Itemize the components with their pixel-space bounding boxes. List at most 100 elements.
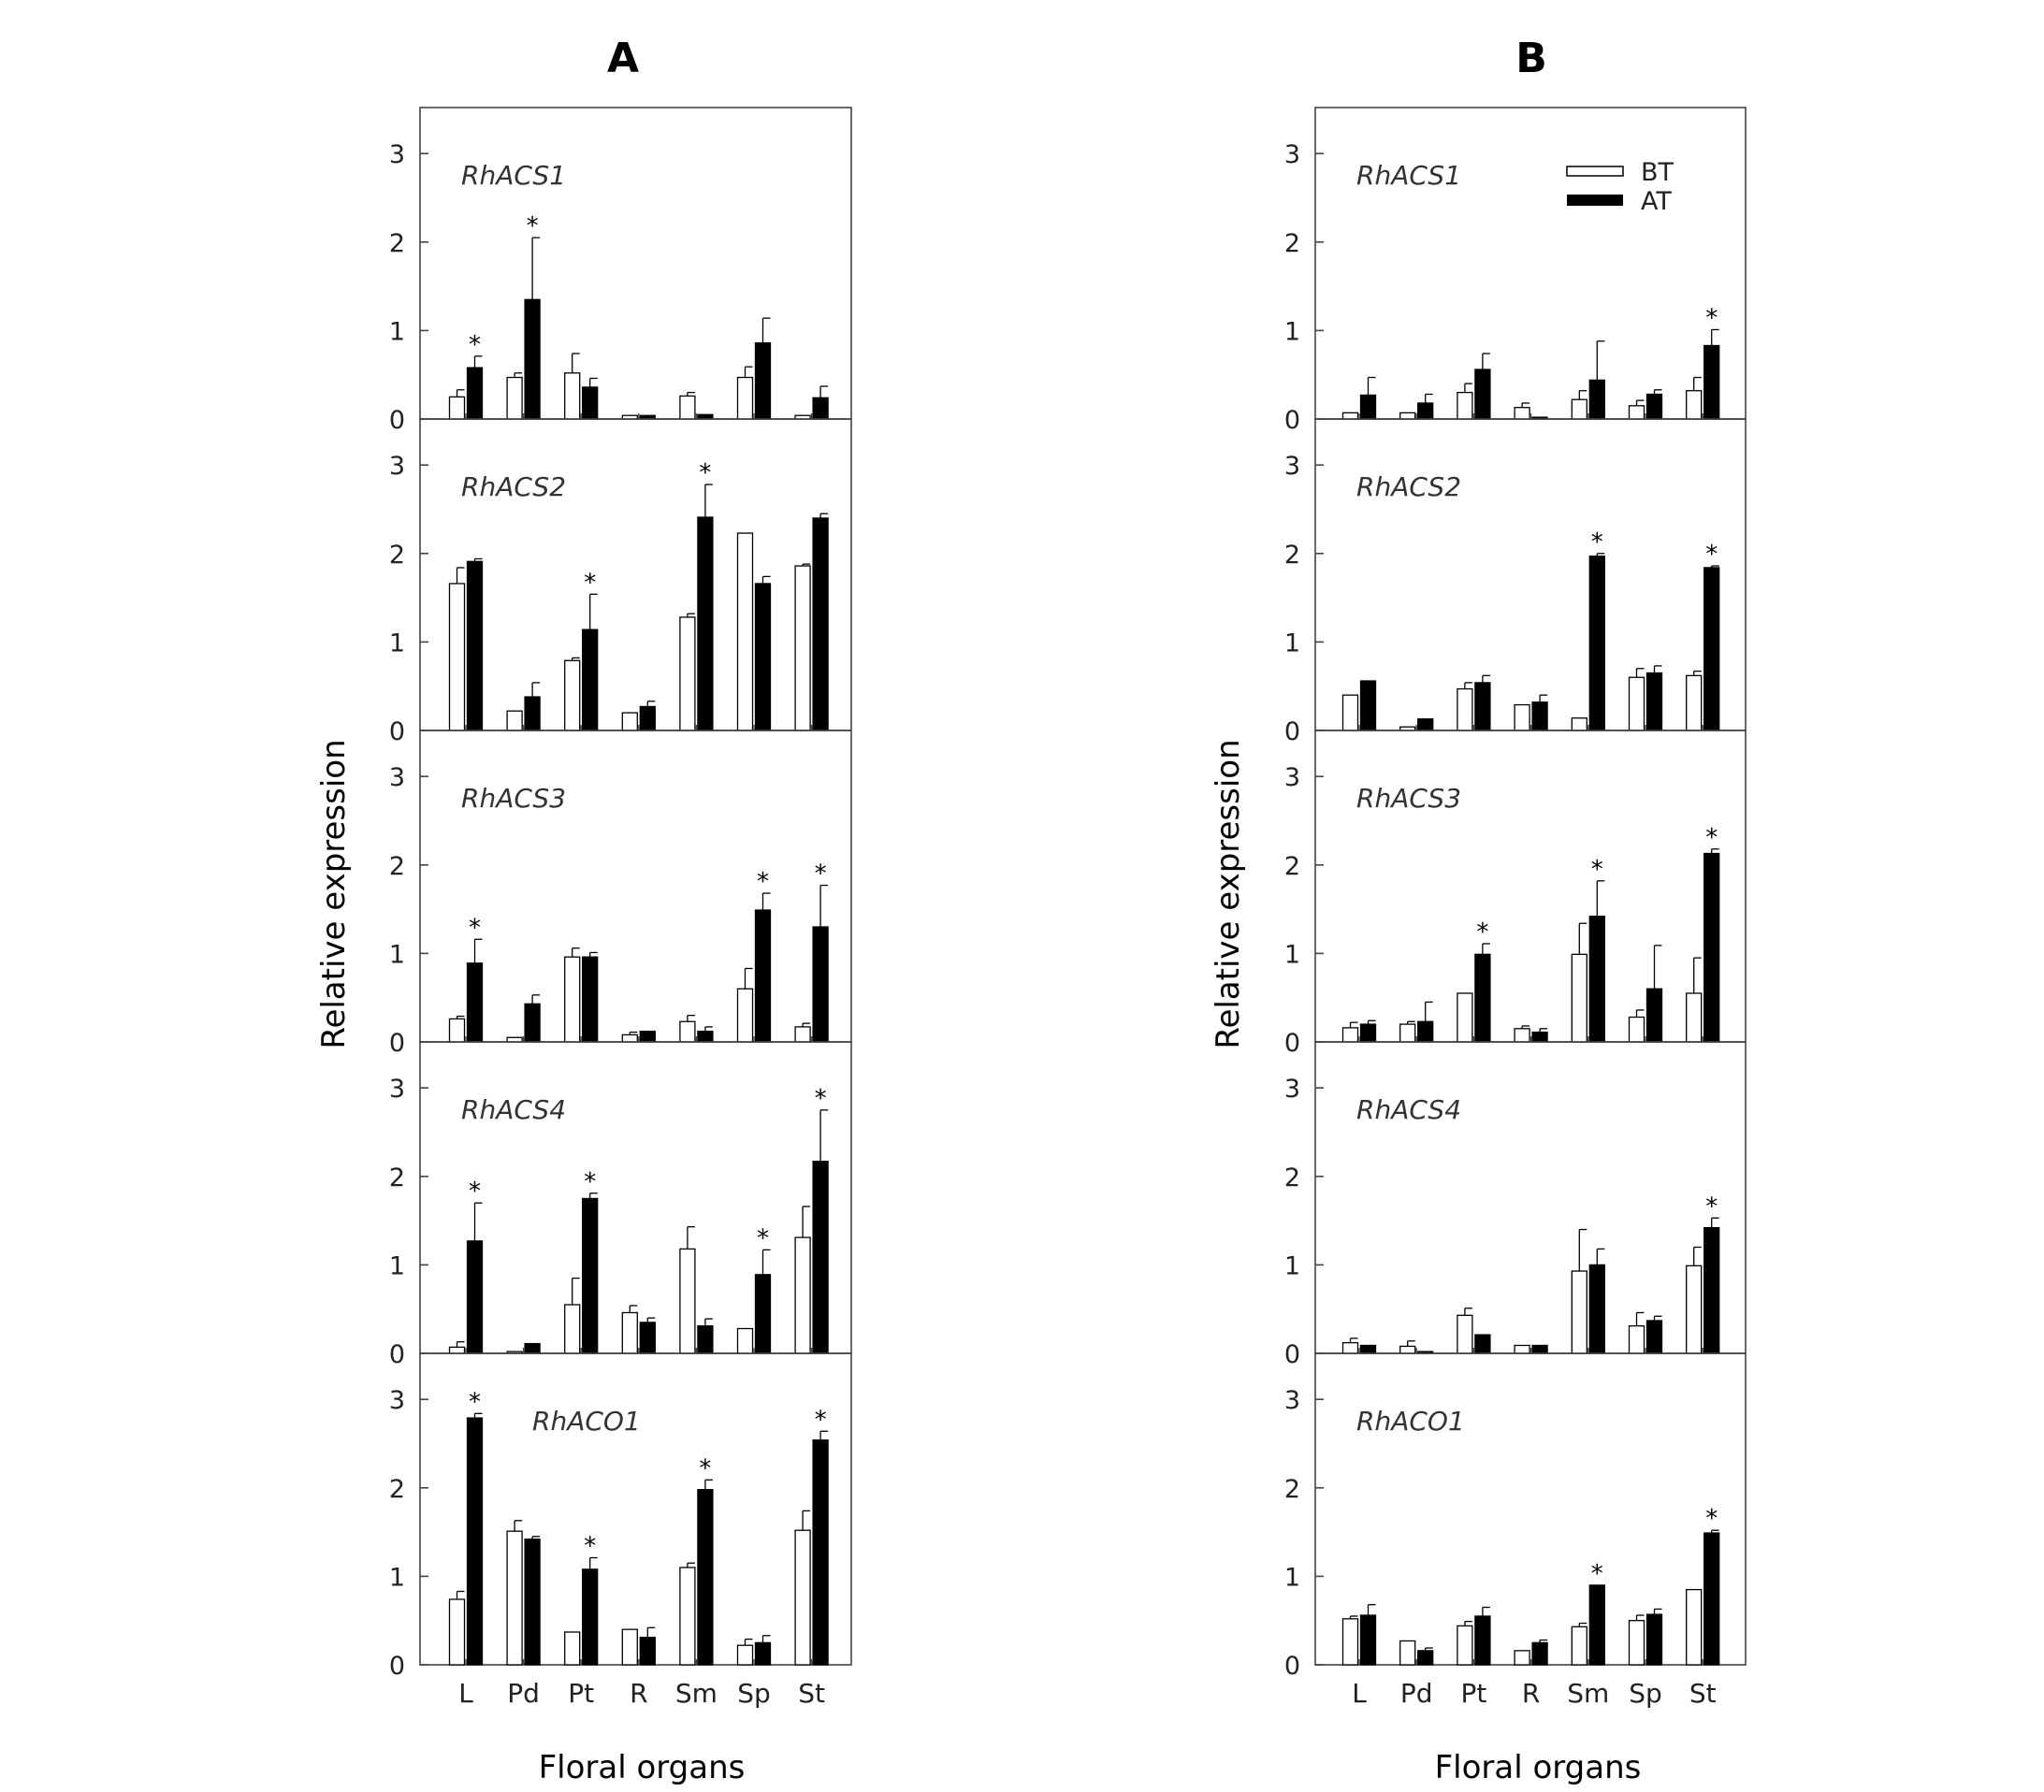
bar-at-sm [697,1030,714,1043]
bar-at-sm [697,1325,714,1354]
y-tick-label: 0 [1284,1652,1300,1681]
category-label-sm: Sm [1567,1678,1609,1709]
bar-at-pt [582,386,599,420]
subplot-a-rhacs2: 0 1 2 3 RhACS2 * * [389,418,852,746]
y-tick-label: 1 [1284,1251,1300,1280]
bar-bt-r [621,1628,638,1666]
significance-star-sp: * [757,1224,769,1252]
bar-bt-sm [679,1020,696,1043]
y-tick-label: 2 [1284,852,1300,881]
bar-at-pd [1417,1650,1434,1666]
bar-at-sm [697,1489,714,1666]
bar-at-l [1359,394,1377,420]
subplot-b-rhaco1: 0 1 2 3 RhACO1 * * [1284,1352,1747,1681]
y-tick-label: 3 [389,140,405,169]
bar-bt-pt [564,372,581,420]
legend-swatch-bt [1566,166,1624,177]
significance-star-l: * [469,331,481,359]
bar-at-r [1531,1344,1548,1354]
bar-bt-st [794,565,811,731]
bar-bt-r [1514,1028,1530,1043]
bar-at-st [1703,567,1720,731]
bar-bt-pd [506,710,523,731]
y-tick-label: 3 [1284,1386,1300,1415]
bar-bt-st [794,1026,811,1043]
significance-star-pt: * [584,1533,596,1561]
bar-at-r [639,1322,656,1354]
gene-label: RhACS1 [461,160,566,191]
y-tick-label: 0 [389,1652,405,1681]
bar-at-l [1359,1614,1377,1666]
category-label-r: R [630,1678,647,1709]
bar-bt-sp [736,376,754,420]
y-tick-label: 1 [1284,317,1300,346]
y-tick-label: 1 [1284,940,1300,969]
bar-bt-l [448,1598,466,1666]
bar-at-st [1703,344,1720,420]
category-label-sm: Sm [675,1678,718,1709]
bar-at-r [639,705,656,731]
y-tick-label: 2 [389,852,405,881]
bar-bt-l [448,1346,466,1354]
bar-at-sm [1588,379,1605,420]
bar-at-l [1359,1344,1377,1354]
bar-at-st [1703,1227,1720,1354]
y-tick-label: 3 [1284,1075,1300,1104]
bar-bt-pt [1457,992,1473,1043]
y-tick-label: 1 [389,940,405,969]
panel-label-a: A [607,35,639,82]
y-axis-label-a: Relative expression [315,739,353,1048]
y-tick-label: 0 [1284,717,1300,746]
gene-label: RhACS3 [1356,783,1461,814]
gene-label: RhACS2 [461,471,566,502]
panel-a: 0 1 2 3 RhACS1 * * 0 1 2 3 RhACS2 * * 0 1 2 3 RhACS3 * * * 0 1 2… [389,107,852,1709]
bar-at-l [466,962,484,1043]
bar-at-pd [524,1539,541,1666]
bar-at-st [812,397,829,420]
bar-at-sp [1645,1613,1663,1666]
bar-bt-sp [1628,1325,1645,1354]
category-label-st: St [1689,1678,1717,1709]
category-label-pt: Pt [568,1678,594,1709]
y-tick-label: 0 [1284,1340,1300,1369]
bar-at-pt [1474,953,1491,1043]
bar-at-st [812,1439,829,1666]
y-tick-label: 0 [389,1340,405,1369]
bar-at-st [812,1161,829,1354]
bar-at-sp [754,909,772,1043]
y-tick-label: 0 [389,406,405,435]
legend-label-at: AT [1641,187,1672,216]
bar-at-pd [524,696,541,731]
bar-bt-l [1341,1341,1359,1354]
significance-star-sm: * [699,459,711,487]
bar-at-pt [582,629,599,731]
y-tick-label: 1 [389,1251,405,1280]
bar-bt-sp [1628,405,1645,420]
bar-bt-sp [736,988,754,1043]
bar-bt-st [1686,1265,1703,1354]
bar-bt-r [1514,407,1530,420]
bar-at-l [466,560,484,731]
bar-at-sp [1645,1320,1663,1354]
legend-swatch-at [1567,195,1623,206]
y-tick-label: 3 [389,1386,405,1415]
bar-bt-sm [1571,1270,1587,1354]
bar-at-sp [754,341,772,420]
significance-star-pt: * [584,569,596,597]
bar-at-pt [582,1197,599,1354]
y-axis-label-b: Relative expression [1210,739,1247,1048]
bar-bt-sm [1571,398,1587,420]
bar-at-sp [754,1274,772,1354]
bar-bt-pd [1399,1023,1416,1043]
bar-bt-pt [1457,1314,1473,1354]
bar-bt-sm [679,1567,696,1666]
significance-star-st: * [1705,541,1718,569]
bar-bt-pt [564,1631,581,1666]
bar-at-pt [582,1568,599,1666]
bar-bt-st [794,1529,811,1666]
bar-bt-st [1686,674,1703,731]
bar-bt-pd [506,376,523,420]
bar-bt-pt [1457,687,1473,731]
